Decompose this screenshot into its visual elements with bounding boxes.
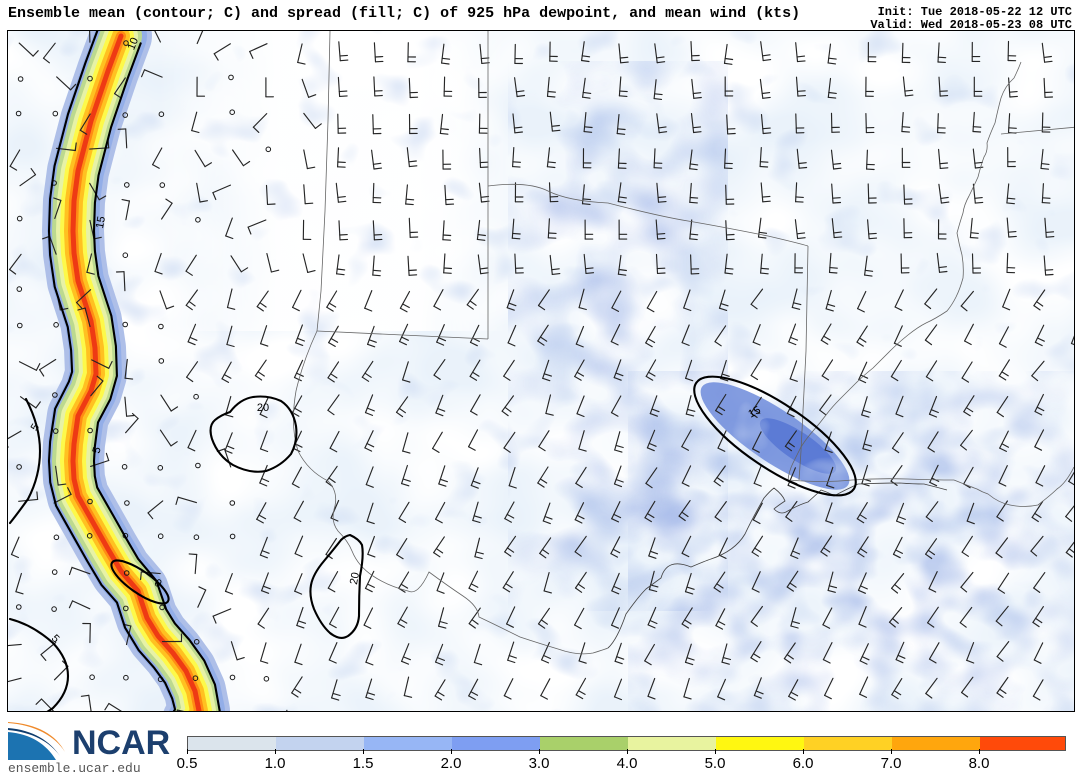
svg-text:15: 15: [94, 215, 108, 229]
svg-text:ensemble.ucar.edu: ensemble.ucar.edu: [8, 761, 141, 776]
svg-text:20: 20: [257, 402, 269, 414]
svg-text:NCAR: NCAR: [72, 724, 170, 762]
svg-text:20: 20: [348, 571, 362, 585]
